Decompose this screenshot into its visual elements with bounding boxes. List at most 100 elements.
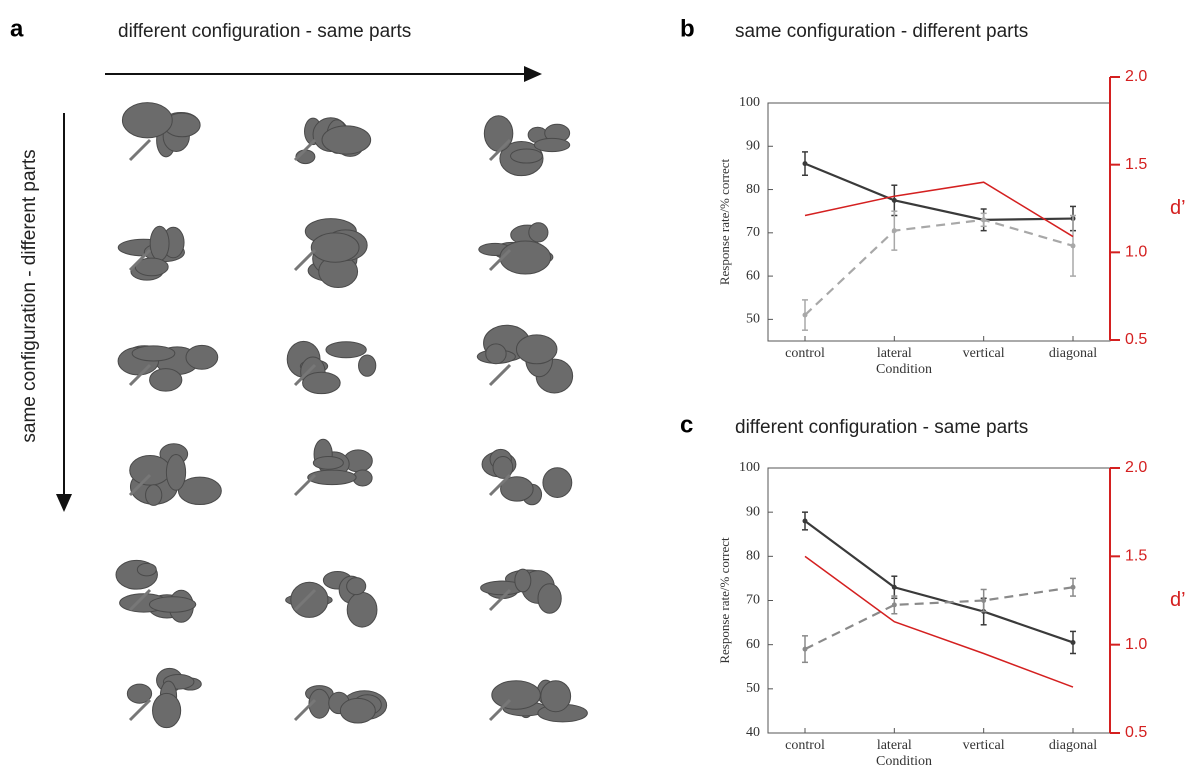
object-part [515, 334, 558, 365]
object-part [358, 354, 377, 377]
data-point [802, 161, 808, 167]
panel-label: a [10, 15, 24, 42]
x-tick-label: control [785, 346, 825, 361]
y-tick-label: 90 [746, 138, 760, 153]
object-part [488, 138, 512, 162]
panel-label: c [680, 411, 693, 438]
y2-tick-label: 1.5 [1125, 156, 1147, 173]
object-part [491, 680, 541, 710]
object [476, 324, 574, 394]
object-part [145, 484, 163, 506]
data-point [1070, 584, 1076, 590]
y-tick-label: 100 [739, 460, 760, 475]
object-part [128, 588, 152, 612]
y2-tick-label: 0.5 [1125, 331, 1147, 348]
data-point [891, 228, 897, 234]
object-part [488, 473, 512, 497]
object-part [528, 222, 549, 243]
object-part [128, 248, 152, 272]
series-line [804, 162, 1074, 221]
object-part [129, 454, 171, 486]
object [293, 218, 368, 289]
data-point [802, 518, 808, 524]
series-line [804, 520, 1074, 644]
y-tick-label: 60 [746, 268, 760, 283]
y-tick-label: 100 [739, 95, 760, 110]
object-part [540, 680, 572, 713]
series-line [804, 181, 1074, 238]
object [480, 568, 562, 614]
object-part [488, 698, 512, 722]
y2-tick-label: 2.0 [1125, 68, 1147, 85]
object [117, 344, 219, 392]
plot-frame [767, 102, 1111, 342]
object-part [321, 125, 372, 155]
y2-axis-label: d’ [1170, 197, 1186, 219]
object [285, 570, 378, 628]
object-part [500, 476, 534, 502]
y-tick-label: 80 [746, 182, 760, 197]
object-part [149, 225, 170, 262]
object-grid [115, 102, 588, 729]
y2-tick-label: 0.5 [1125, 724, 1147, 741]
y-axis-label: Response rate/% correct [717, 537, 732, 664]
x-tick-label: lateral [877, 346, 912, 361]
object-part [136, 562, 157, 577]
object-part [542, 467, 573, 498]
y-tick-label: 80 [746, 549, 760, 564]
object-part [149, 368, 183, 392]
object-part [293, 588, 317, 612]
object [126, 667, 202, 729]
object-part [483, 115, 514, 152]
object-part [128, 363, 152, 387]
x-tick-label: diagonal [1049, 738, 1097, 753]
object-part [492, 455, 514, 479]
object [128, 443, 222, 506]
object-part [290, 581, 329, 618]
object-part [177, 476, 222, 506]
y-tick-label: 70 [746, 225, 760, 240]
object-part [293, 698, 317, 722]
series-line [804, 218, 1074, 316]
x-tick-label: lateral [877, 738, 912, 753]
object-part [488, 248, 512, 272]
x-axis-label: Condition [876, 362, 932, 377]
object-part [165, 454, 187, 491]
object-part [537, 583, 562, 614]
object-part [510, 148, 543, 164]
y2-tick-label: 1.5 [1125, 548, 1147, 565]
object-part [293, 473, 317, 497]
object [293, 117, 372, 165]
chart-title: same configuration - different parts [735, 21, 1028, 42]
data-point [1070, 243, 1076, 249]
y-tick-label: 40 [746, 725, 760, 740]
object-part [121, 102, 173, 139]
y-tick-label: 70 [746, 593, 760, 608]
object-part [488, 363, 512, 387]
chart-title: different configuration - same parts [735, 417, 1028, 438]
object-part [514, 568, 532, 593]
data-point [802, 312, 808, 318]
panel-axis-label: same configuration - different parts [19, 149, 40, 442]
data-point [981, 217, 987, 223]
x-axis-label: Condition [876, 754, 932, 769]
y-tick-label: 90 [746, 504, 760, 519]
object-part [312, 455, 344, 470]
panel-label: b [680, 15, 695, 42]
object-part [346, 577, 367, 596]
object-part [499, 240, 552, 275]
object-part [148, 596, 197, 613]
object [121, 102, 201, 162]
object-part [134, 257, 169, 277]
y2-tick-label: 2.0 [1125, 459, 1147, 476]
object-part [339, 697, 376, 724]
y-axis-label: Response rate/% correct [717, 158, 732, 285]
object-part [346, 591, 378, 628]
object [483, 115, 571, 177]
x-tick-label: vertical [963, 346, 1005, 361]
y2-tick-label: 1.0 [1125, 244, 1147, 261]
object-part [185, 344, 219, 370]
x-tick-label: vertical [963, 738, 1005, 753]
